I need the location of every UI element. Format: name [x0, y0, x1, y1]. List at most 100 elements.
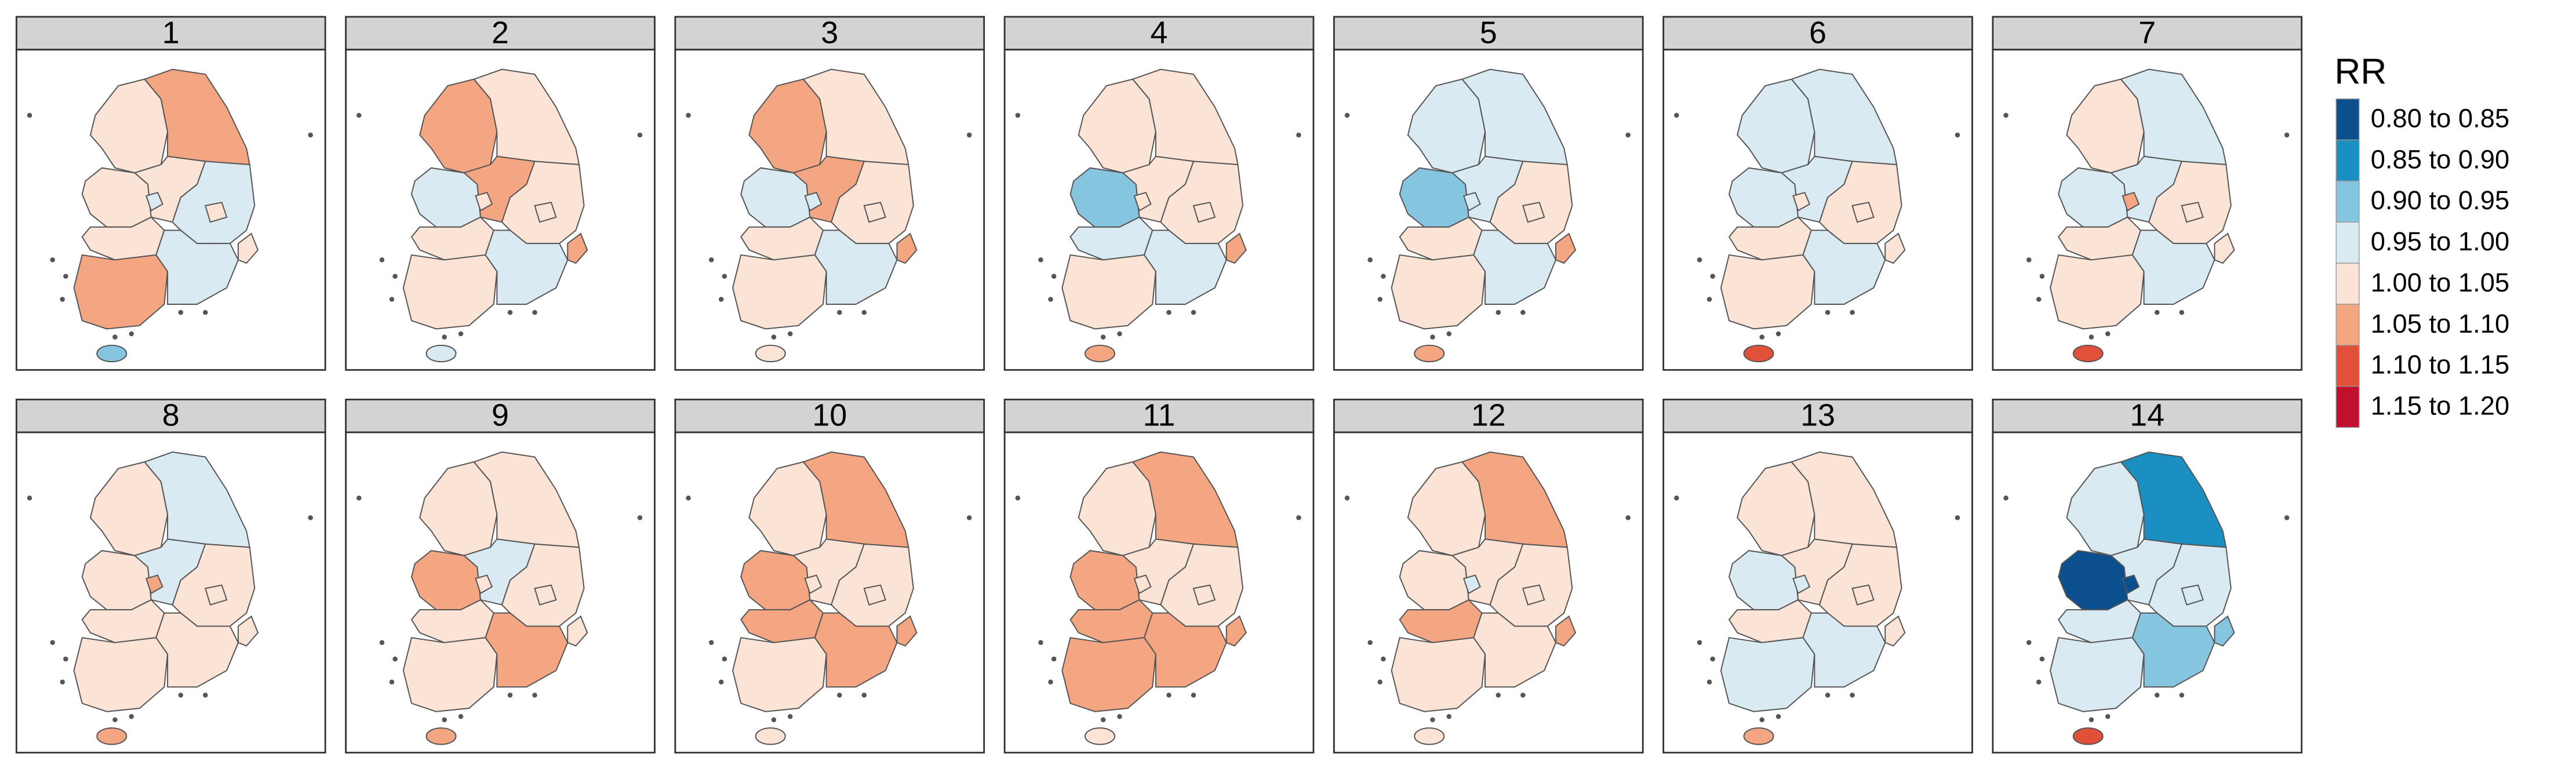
- legend-label: 0.90 to 0.95: [2371, 185, 2509, 215]
- map-panel: 7: [1992, 15, 2303, 371]
- panel-label: 6: [1809, 15, 1827, 50]
- panel-label: 14: [2130, 398, 2164, 433]
- island: [637, 132, 643, 138]
- region: [896, 232, 918, 264]
- region: [1720, 637, 1815, 712]
- region: [1792, 192, 1811, 212]
- region: [1225, 615, 1247, 647]
- island: [1775, 331, 1781, 337]
- island: [203, 693, 208, 698]
- legend-swatch: [2335, 304, 2360, 346]
- region: [1522, 584, 1545, 606]
- legend-label: 1.05 to 1.10: [2371, 309, 2509, 338]
- map-panel: 9: [345, 398, 656, 754]
- island: [787, 331, 793, 337]
- region: [1743, 344, 1774, 363]
- region: [1462, 574, 1481, 595]
- island: [178, 693, 184, 698]
- island: [1344, 112, 1350, 118]
- island: [1430, 334, 1435, 340]
- island: [458, 714, 464, 719]
- region: [1225, 232, 1247, 264]
- island: [2284, 515, 2290, 520]
- map-panel: 14: [1992, 398, 2303, 754]
- island: [686, 496, 691, 501]
- map-panel: 10: [674, 398, 985, 754]
- region: [237, 615, 259, 647]
- island: [1825, 693, 1831, 698]
- region: [863, 202, 886, 223]
- island: [771, 334, 777, 340]
- island: [1191, 309, 1196, 315]
- island: [1038, 257, 1043, 263]
- region: [1743, 727, 1774, 745]
- region: [1473, 612, 1557, 688]
- island: [966, 132, 972, 138]
- panel-header: [674, 398, 985, 433]
- island: [1381, 274, 1386, 279]
- island: [637, 515, 643, 520]
- region: [73, 254, 169, 330]
- island: [2003, 496, 2009, 501]
- island: [379, 257, 385, 263]
- region: [425, 727, 457, 745]
- island: [1377, 679, 1382, 685]
- panel-header: [1662, 398, 1973, 433]
- region: [1473, 229, 1557, 305]
- island: [356, 496, 362, 501]
- legend-swatch: [2335, 221, 2360, 264]
- region: [896, 615, 918, 647]
- legend-swatch: [2335, 263, 2360, 305]
- island: [507, 309, 513, 315]
- island: [1825, 309, 1831, 315]
- panel-header: [1003, 398, 1315, 433]
- map: [1015, 451, 1301, 745]
- island: [1625, 132, 1631, 138]
- island: [2026, 640, 2032, 646]
- island: [1850, 693, 1855, 698]
- island: [27, 496, 32, 501]
- island: [27, 112, 32, 118]
- island: [1707, 297, 1712, 302]
- region: [475, 192, 493, 212]
- region: [1192, 584, 1216, 606]
- island: [1296, 515, 1301, 520]
- map: [356, 68, 643, 363]
- map-panel: 6: [1662, 15, 1973, 371]
- region: [1143, 612, 1227, 688]
- map: [27, 451, 313, 745]
- island: [708, 640, 714, 646]
- region: [1555, 615, 1577, 647]
- island: [1191, 693, 1196, 698]
- island: [129, 714, 134, 719]
- panel-header: [674, 16, 985, 51]
- map: [1344, 451, 1631, 745]
- island: [1015, 496, 1021, 501]
- region: [2050, 637, 2145, 712]
- island: [861, 309, 867, 315]
- panel-label: 9: [492, 398, 509, 433]
- legend-label: 0.95 to 1.00: [2371, 227, 2509, 256]
- region: [863, 584, 886, 606]
- legend-swatch: [2335, 180, 2360, 223]
- island: [1496, 693, 1501, 698]
- panel-header: [1992, 398, 2303, 433]
- region: [237, 232, 259, 264]
- island: [1710, 656, 1715, 662]
- region: [73, 637, 169, 712]
- island: [837, 309, 842, 315]
- panel-header: [15, 16, 326, 51]
- panel-label: 3: [821, 15, 838, 50]
- region: [1884, 615, 1906, 647]
- panel-header: [345, 398, 656, 433]
- region: [1462, 192, 1481, 212]
- panel-label: 13: [1800, 398, 1835, 433]
- region: [2131, 229, 2215, 305]
- island: [60, 679, 65, 685]
- island: [2039, 656, 2045, 662]
- region: [1884, 232, 1906, 264]
- island: [1710, 274, 1715, 279]
- map: [1674, 451, 1960, 745]
- island: [1015, 112, 1021, 118]
